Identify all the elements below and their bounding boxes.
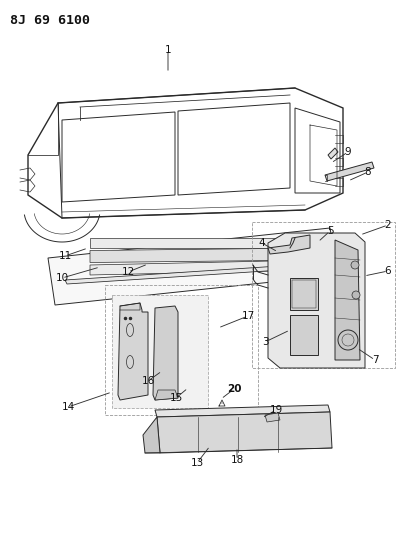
Polygon shape [268, 235, 310, 254]
Text: 8J 69 6100: 8J 69 6100 [10, 14, 90, 27]
Text: 19: 19 [269, 405, 282, 415]
Text: 14: 14 [61, 402, 75, 412]
Polygon shape [90, 260, 318, 275]
Polygon shape [155, 405, 330, 417]
Polygon shape [157, 412, 332, 453]
Text: 4: 4 [259, 238, 265, 248]
Text: 15: 15 [169, 393, 183, 403]
Text: 7: 7 [372, 355, 378, 365]
Polygon shape [143, 417, 160, 453]
Text: 2: 2 [385, 220, 391, 230]
Polygon shape [118, 303, 148, 400]
Polygon shape [155, 390, 178, 400]
Polygon shape [268, 233, 365, 368]
Text: 5: 5 [327, 226, 333, 236]
Polygon shape [65, 264, 312, 284]
Polygon shape [112, 295, 208, 408]
Text: 12: 12 [121, 267, 134, 277]
Text: 20: 20 [227, 384, 241, 394]
Polygon shape [328, 148, 338, 159]
Text: 17: 17 [241, 311, 255, 321]
Polygon shape [290, 315, 318, 355]
Circle shape [352, 291, 360, 299]
Polygon shape [90, 238, 318, 248]
Text: 6: 6 [385, 266, 391, 276]
Polygon shape [325, 162, 374, 181]
Polygon shape [265, 413, 280, 422]
Text: 11: 11 [58, 251, 72, 261]
Text: 9: 9 [345, 147, 351, 157]
Text: 3: 3 [262, 337, 268, 347]
Text: 13: 13 [190, 458, 203, 468]
Text: 18: 18 [230, 455, 244, 465]
Polygon shape [153, 306, 178, 400]
Text: 1: 1 [165, 45, 171, 55]
Polygon shape [90, 248, 318, 262]
Circle shape [351, 261, 359, 269]
Text: 10: 10 [55, 273, 69, 283]
Text: 8: 8 [365, 167, 371, 177]
Polygon shape [48, 228, 338, 305]
Text: 16: 16 [141, 376, 155, 386]
Polygon shape [335, 240, 360, 360]
Polygon shape [290, 278, 318, 310]
